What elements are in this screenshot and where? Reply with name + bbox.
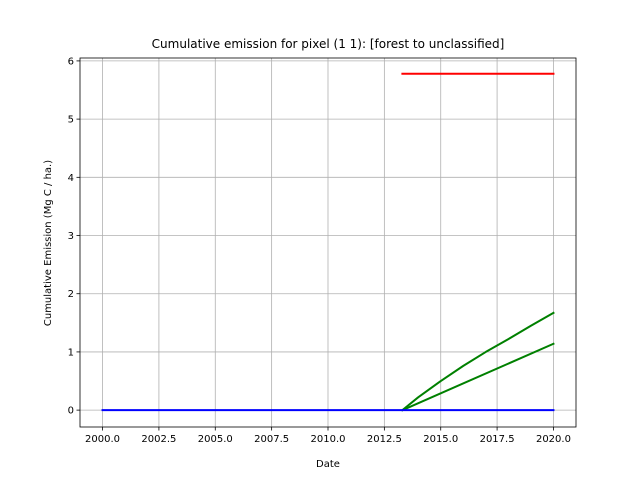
tick-layer: 2000.0 2002.5 2005.0 2007.5 2010.0 2012.5 2015… <box>68 56 571 445</box>
grid-layer <box>80 58 576 427</box>
y-tick-label: 6 <box>68 56 74 67</box>
x-tick-label: 2012.5 <box>367 434 402 445</box>
y-tick-label: 0 <box>68 406 74 417</box>
x-tick-label: 2000.0 <box>85 434 120 445</box>
x-tick-label: 2005.0 <box>198 434 233 445</box>
x-tick-label: 2020.0 <box>536 434 571 445</box>
x-tick-label: 2010.0 <box>311 434 346 445</box>
series-line-2 <box>400 311 555 412</box>
series-layer <box>101 72 555 412</box>
x-axis-label: Date <box>316 459 340 470</box>
x-tick-label: 2002.5 <box>141 434 176 445</box>
y-axis-label: Cumulative Emission (Mg C / ha.) <box>43 160 54 326</box>
y-tick-label: 3 <box>68 231 74 242</box>
series-line-3 <box>401 342 555 412</box>
y-tick-label: 5 <box>68 115 74 126</box>
x-tick-label: 2015.0 <box>423 434 458 445</box>
y-tick-label: 2 <box>68 289 74 300</box>
chart-title: Cumulative emission for pixel (1 1): [fo… <box>152 37 505 51</box>
x-tick-label: 2007.5 <box>254 434 289 445</box>
y-tick-label: 4 <box>68 173 74 184</box>
x-tick-label: 2017.5 <box>480 434 515 445</box>
y-tick-label: 1 <box>68 347 74 358</box>
